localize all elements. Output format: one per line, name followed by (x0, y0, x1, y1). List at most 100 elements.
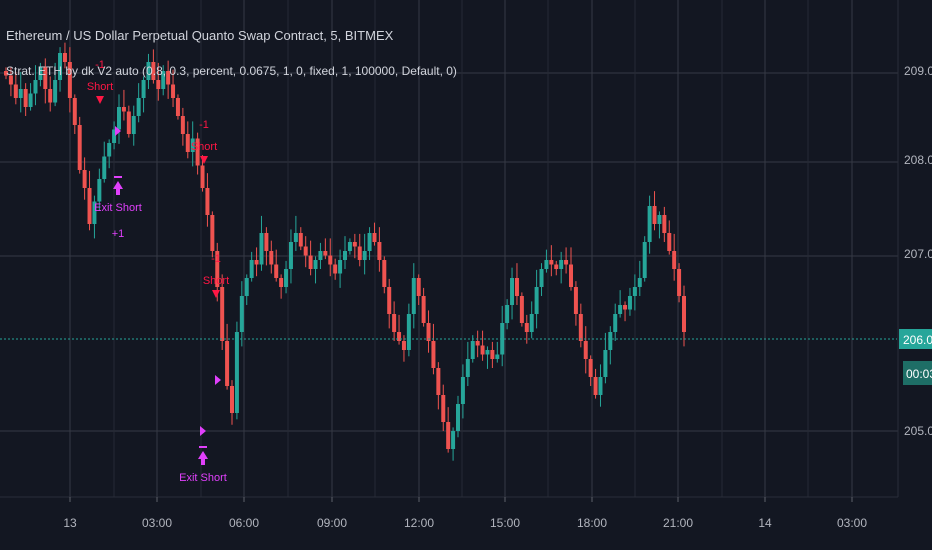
strategy-legend[interactable]: Strat. ETH by dk V2 auto (0.8, 0.3, perc… (6, 64, 457, 78)
candle-body (456, 404, 460, 431)
short-entry-label: Short (203, 275, 229, 287)
time-tick-label: 21:00 (663, 516, 693, 530)
short-entry-label: -1 (95, 59, 105, 71)
candle-body (544, 260, 549, 269)
candle-body (514, 278, 519, 296)
candle-body (205, 188, 210, 215)
candle-body (667, 233, 672, 251)
candle-body (131, 116, 136, 134)
candle-body (519, 296, 524, 323)
countdown-label: 00:03 (906, 367, 932, 381)
short-arrow-icon (200, 156, 208, 164)
candle-body (328, 255, 333, 265)
candle-body (647, 206, 652, 242)
candle-body (13, 84, 18, 98)
candle-body (279, 278, 284, 287)
candle-body (672, 251, 677, 269)
candle-body (377, 242, 382, 260)
candle-body (436, 368, 441, 395)
candle-body (662, 215, 667, 233)
exit-short-label: +1 (112, 228, 125, 240)
candle-body (43, 66, 48, 89)
trade-markers: -1 Short -1 Short -1 Short Exit Short +1 Exit Sh… (87, 59, 229, 484)
candle-body (529, 314, 534, 332)
candle-body (490, 350, 495, 359)
candle-body (495, 354, 500, 359)
candle-body (632, 287, 637, 296)
candle-body (77, 125, 82, 170)
candle-body (298, 233, 303, 247)
last-price-label: 206.05 (903, 333, 932, 347)
time-axis[interactable]: 13 03:00 06:00 09:00 12:00 15:00 18:00 21:00 14 0… (0, 496, 898, 530)
price-axis[interactable]: 209.00 208.00 207.00 205.00 206.05 00:03 (897, 0, 932, 497)
candle-body (352, 242, 357, 247)
candle-body (62, 53, 67, 62)
candle-body (121, 107, 126, 112)
candle-body (284, 269, 289, 287)
time-tick-label: 03:00 (142, 516, 172, 530)
time-tick-label: 14 (758, 516, 772, 530)
candle-body (92, 201, 97, 224)
candle-body (347, 242, 352, 251)
time-tick-label: 06:00 (229, 516, 259, 530)
candle-body (618, 305, 623, 314)
candle-body (652, 206, 657, 224)
candle-body (387, 287, 392, 314)
candle-body (146, 62, 151, 80)
candle-body (308, 255, 313, 269)
time-tick-label: 13 (63, 516, 77, 530)
candle-body (180, 116, 185, 134)
time-tick-label: 03:00 (837, 516, 867, 530)
last-price-badge (899, 329, 932, 349)
candle-body (451, 431, 456, 449)
candle-body (657, 215, 662, 224)
candle-body (343, 251, 347, 260)
candle-body (573, 287, 578, 314)
exit-flag-icon (200, 426, 206, 436)
candle-body (58, 53, 63, 80)
price-tick-label: 205.00 (904, 424, 932, 438)
candle-body (87, 188, 92, 224)
candle-body (416, 278, 421, 296)
price-tick-label: 208.00 (904, 153, 932, 167)
candle-body (102, 156, 107, 179)
candle-body (230, 386, 234, 413)
candle-body (608, 332, 613, 350)
candle-body (200, 165, 205, 188)
candle-body (117, 107, 121, 130)
short-entry-label: Short (191, 141, 217, 153)
candle-body (397, 332, 402, 341)
candle-body (107, 143, 112, 157)
exit-flag-icon (115, 126, 121, 136)
candlestick-series (4, 42, 686, 461)
candle-body (8, 75, 13, 85)
candle-body (682, 296, 686, 332)
candle-body (249, 260, 254, 278)
candle-body (367, 233, 372, 251)
candle-body (259, 233, 264, 265)
short-entry-label: -1 (199, 119, 209, 131)
candle-body (234, 332, 239, 413)
countdown-badge (903, 361, 932, 385)
candle-body (549, 260, 554, 265)
candle-body (225, 341, 230, 386)
candle-body (288, 242, 293, 269)
candle-body (215, 251, 220, 287)
time-tick-label: 18:00 (577, 516, 607, 530)
candle-body (33, 80, 38, 94)
short-entry-label: Short (87, 81, 113, 93)
price-tick-label: 207.00 (904, 247, 932, 261)
candle-body (460, 377, 465, 404)
candle-body (411, 278, 416, 314)
candle-body (82, 170, 87, 188)
candle-body (362, 251, 367, 260)
candle-body (97, 179, 102, 202)
candle-body (166, 71, 171, 85)
candle-body (485, 350, 490, 355)
candle-body (382, 260, 387, 287)
candle-body (357, 246, 362, 260)
candle-body (564, 260, 569, 265)
candle-body (627, 296, 632, 310)
candle-body (269, 251, 274, 265)
